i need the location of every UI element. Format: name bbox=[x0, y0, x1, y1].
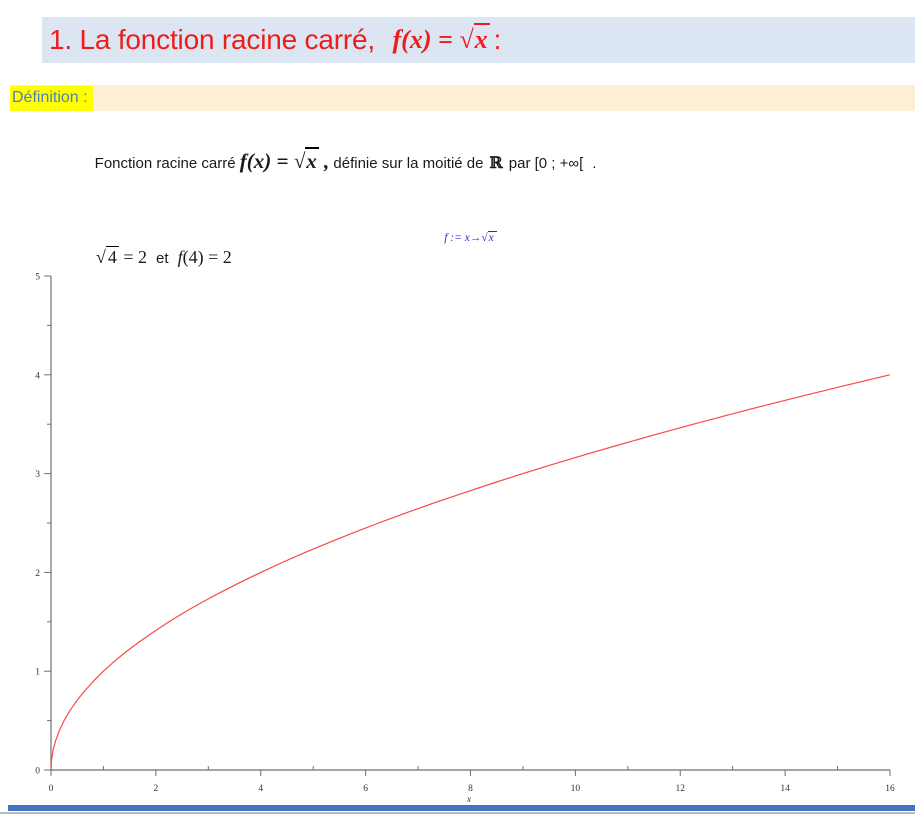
definition-paragraph: Fonction racine carré f(x) = √x , défini… bbox=[78, 112, 858, 301]
svg-text:3: 3 bbox=[35, 470, 40, 480]
svg-text:5: 5 bbox=[35, 273, 40, 283]
line2-conjunction: et bbox=[156, 250, 169, 267]
section-heading-math: f(x) = √x bbox=[392, 23, 490, 54]
svg-text:2: 2 bbox=[154, 784, 159, 794]
footer-bar bbox=[8, 805, 915, 811]
line1-text-after: définie sur la moitié de bbox=[329, 155, 484, 172]
line2-rest: (4) = 2 bbox=[182, 247, 232, 267]
svg-text:1: 1 bbox=[35, 668, 40, 678]
section-heading-text: 1. La fonction racine carré, bbox=[49, 24, 383, 55]
sqrt-argument: x bbox=[487, 231, 497, 244]
svg-text:14: 14 bbox=[780, 784, 790, 794]
definition-line2: √ 4 = 2 et f(4) = 2 bbox=[78, 215, 858, 301]
svg-text:8: 8 bbox=[468, 784, 473, 794]
sqrt-radical-icon: √ bbox=[459, 25, 474, 54]
sqrt-radical-icon: √ bbox=[96, 247, 106, 267]
line2-function-letter: f bbox=[177, 247, 183, 267]
sqrt-radical-icon: √ bbox=[481, 232, 488, 244]
line1-text-end: par [0 ; +∞[ bbox=[508, 155, 584, 172]
svg-text:10: 10 bbox=[571, 784, 581, 794]
sqrt-argument: x bbox=[473, 23, 490, 54]
svg-text:4: 4 bbox=[35, 371, 40, 381]
line1-math: f(x) = √x , bbox=[239, 147, 330, 173]
svg-text:16: 16 bbox=[885, 784, 895, 794]
svg-text:6: 6 bbox=[363, 784, 368, 794]
definition-line1: Fonction racine carré f(x) = √x , défini… bbox=[78, 112, 858, 213]
svg-text:4: 4 bbox=[258, 784, 263, 794]
svg-text:0: 0 bbox=[49, 784, 54, 794]
line2-equals: = 2 bbox=[123, 247, 148, 267]
plot-title: f := x→√x bbox=[51, 231, 890, 244]
svg-text:12: 12 bbox=[676, 784, 686, 794]
sqrt-argument: x bbox=[305, 147, 319, 173]
definition-band: Définition : bbox=[10, 85, 915, 111]
line1-final-period: . bbox=[592, 155, 597, 172]
section-heading-band: 1. La fonction racine carré, f(x) = √x : bbox=[42, 17, 915, 63]
footer-line bbox=[0, 812, 915, 814]
svg-text:2: 2 bbox=[35, 569, 40, 579]
reals-symbol: ℝ bbox=[489, 153, 503, 172]
svg-text:0: 0 bbox=[35, 767, 40, 777]
section-heading-colon: : bbox=[493, 24, 502, 55]
sqrt-argument: 4 bbox=[105, 246, 119, 267]
definition-label: Définition : bbox=[10, 85, 93, 111]
line1-text-before: Fonction racine carré bbox=[94, 155, 240, 172]
x-axis-label: x bbox=[466, 795, 472, 805]
sqrt-radical-icon: √ bbox=[293, 149, 306, 173]
